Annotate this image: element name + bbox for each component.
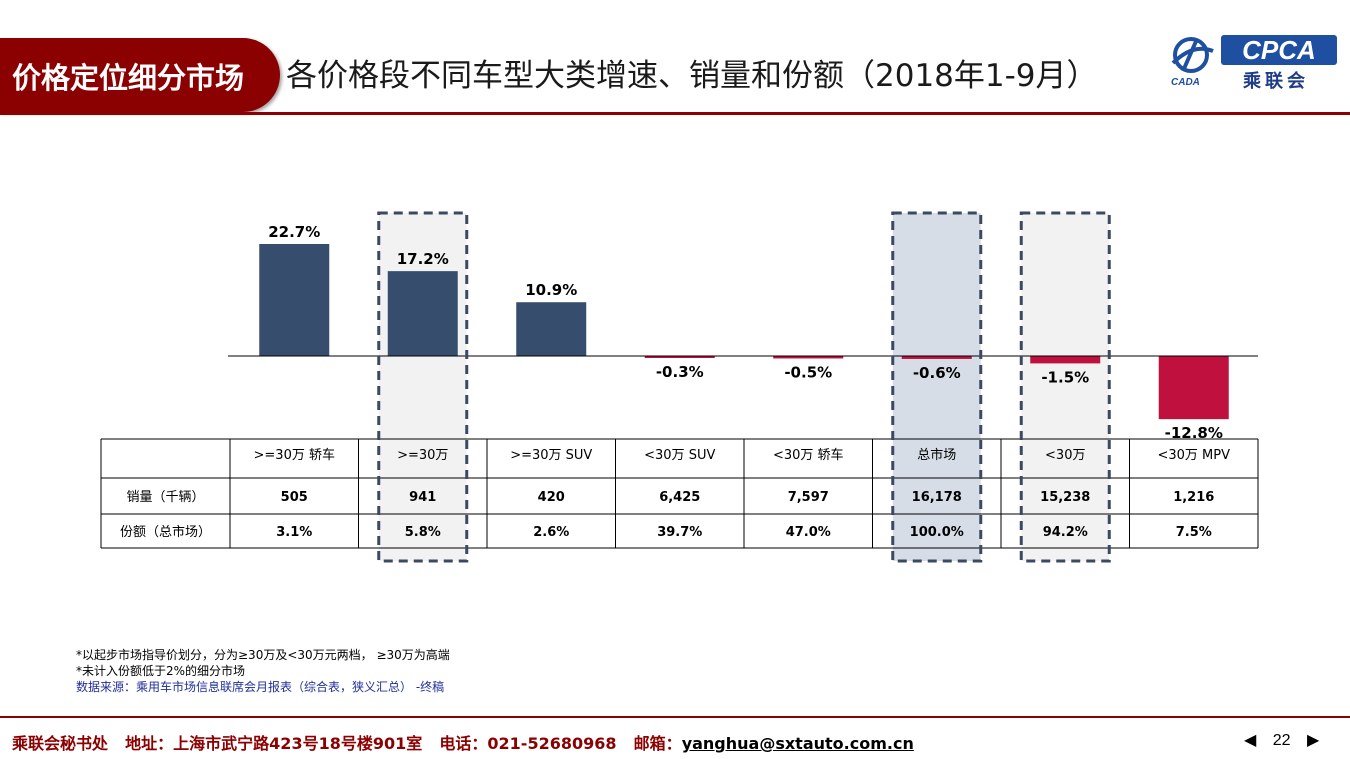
highlight-frame-1 [377,211,469,563]
footer-org: 乘联会秘书处 [12,734,109,753]
prev-page-icon[interactable]: ◀ [1244,732,1257,749]
bar-5 [901,356,972,359]
header-divider [0,112,1350,115]
bar-6 [1030,356,1101,364]
table-header-cell: >=30万 [397,448,448,463]
bar-0 [259,244,330,356]
table-cell: 7.5% [1176,525,1212,540]
logo-sub-text: CADA [1171,77,1200,88]
table-header-cell: 总市场 [917,447,956,463]
section-tag: 价格定位细分市场 [0,38,280,112]
footer-email-label: 邮箱： [633,734,682,753]
table-header-cell: <30万 [1045,448,1085,463]
section-tag-label: 价格定位细分市场 [12,61,245,95]
bar-value-label: -0.3% [656,363,704,381]
table-cell: 1,216 [1173,490,1214,505]
footer-email-link[interactable]: yanghua@sxtauto.com.cn [681,734,914,753]
table-cell: 3.1% [276,525,312,540]
bar-value-label: 22.7% [268,223,320,241]
table-cell: 5.8% [405,525,441,540]
table-row-label: 份额（总市场） [120,524,211,540]
bar-3 [644,356,715,358]
table-cell: 941 [409,490,436,505]
highlight-frame-6 [1019,211,1111,563]
table-cell: 15,238 [1040,490,1090,505]
table-cell: 94.2% [1043,525,1088,540]
table-cell: 7,597 [788,490,829,505]
highlight-box-1 [378,213,467,561]
table-row-label: 销量（千辆） [126,490,204,505]
bar-1 [387,271,458,356]
footer-divider [0,716,1350,718]
table-header-cell: >=30万 SUV [510,448,592,463]
footnote-1: *以起步市场指导价划分，分为≥30万及<30万元两档， ≥30万为高端 [76,648,450,662]
table-cell: 420 [538,490,565,505]
next-page-icon[interactable]: ▶ [1307,732,1320,749]
footer-contact: 乘联会秘书处 地址：上海市武宁路423号18号楼901室 电话：021-5268… [12,730,914,754]
table-cell: 47.0% [786,525,831,540]
bar-7 [1158,356,1229,420]
bar-value-label: 17.2% [397,250,449,268]
header: 价格定位细分市场 各价格段不同车型大类增速、销量和份额（2018年1-9月） C… [0,0,1350,116]
footer-phone: 电话：021-52680968 [439,734,617,753]
table-header-cell: <30万 轿车 [773,447,844,463]
cpca-logo: CPCA 乘联会 CADA [1163,33,1343,93]
page-number: 22 [1272,732,1291,749]
table-cell: 100.0% [910,525,964,540]
bar-value-label: -0.6% [913,364,961,382]
logo-emblem-icon [1171,37,1214,73]
table-header-cell: <30万 SUV [644,448,715,463]
logo-cn-text: 乘联会 [1243,71,1309,92]
highlight-box-6 [1021,213,1110,561]
table-cell: 505 [281,490,308,505]
pager: ◀ 22 ▶ [1244,730,1319,750]
highlight-box-5 [892,213,981,561]
data-source: 数据来源：乘用车市场信息联席会月报表（综合表，狭义汇总） -终稿 [76,680,445,694]
bar-value-label: -1.5% [1041,368,1089,386]
table-cell: 6,425 [659,490,700,505]
bar-2 [516,302,587,356]
footnote-2: *未计入份额低于2%的细分市场 [76,664,246,678]
bar-4 [773,356,844,359]
bar-value-label: -12.8% [1165,424,1223,442]
growth-bar-chart: 22.7% 17.2% 10.9% -0.3% -0.5% -0.6% -1.5% -12.8… [100,211,1259,563]
footer-address: 地址：上海市武宁路423号18号楼901室 [125,734,423,753]
bar-value-label: 10.9% [525,281,577,299]
table-cell: 16,178 [912,490,962,505]
bar-value-label: -0.5% [784,363,832,381]
table-header-cell: >=30万 轿车 [254,447,335,463]
page-title: 各价格段不同车型大类增速、销量和份额（2018年1-9月） [286,58,1098,94]
table-cell: 39.7% [657,525,702,540]
highlight-frame-5 [891,211,983,563]
table-header-cell: <30万 MPV [1157,448,1230,463]
logo-cpca-text: CPCA [1221,35,1337,65]
table-cell: 2.6% [533,525,569,540]
footnotes: *以起步市场指导价划分，分为≥30万及<30万元两档， ≥30万为高端 *未计入… [76,647,450,695]
